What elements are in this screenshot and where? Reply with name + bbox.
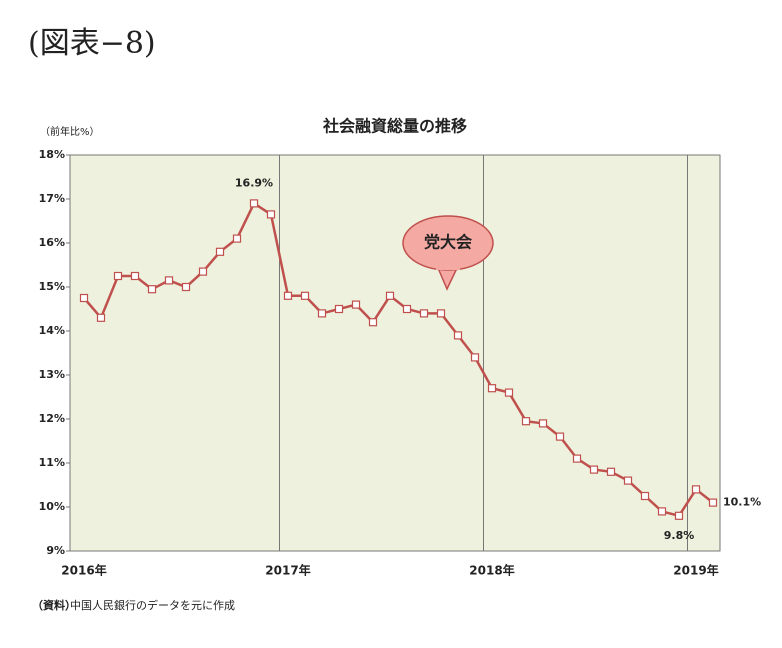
- y-tick-label: 12%: [39, 412, 65, 425]
- chart-title: 社会融資総量の推移: [322, 117, 467, 136]
- point-marker: [657, 507, 667, 516]
- source-text: 中国人民銀行のデータを元に作成: [70, 598, 235, 612]
- annotation-text: 党大会: [424, 233, 472, 252]
- point-marker: [266, 210, 276, 219]
- point-marker: [691, 485, 701, 494]
- y-tick-label: 14%: [39, 324, 65, 337]
- figure-heading: (図表−8): [28, 26, 156, 61]
- point-marker: [419, 309, 429, 318]
- point-marker: [334, 304, 344, 314]
- point-marker: [147, 285, 157, 294]
- x-tick-label: 2016年: [61, 563, 106, 578]
- point-marker: [521, 417, 531, 426]
- value-label: 16.9%: [235, 176, 273, 189]
- y-tick-label: 18%: [39, 148, 65, 161]
- x-tick-label: 2018年: [469, 563, 514, 578]
- point-marker: [487, 384, 497, 393]
- point-marker: [589, 465, 599, 474]
- y-tick-label: 11%: [39, 456, 65, 469]
- point-marker: [640, 491, 650, 501]
- y-tick-label: 17%: [39, 192, 65, 205]
- point-marker: [572, 454, 582, 463]
- source-label: （資料）: [32, 598, 76, 612]
- point-marker: [164, 276, 174, 285]
- y-tick-label: 13%: [39, 368, 65, 381]
- point-marker: [368, 318, 378, 327]
- point-marker: [283, 291, 293, 300]
- y-tick-label: 9%: [46, 544, 65, 557]
- y-axis-label: （前年比%）: [40, 125, 100, 138]
- point-marker: [504, 388, 514, 397]
- point-marker: [606, 467, 616, 476]
- point-marker: [181, 282, 191, 292]
- y-tick-label: 16%: [39, 236, 65, 249]
- point-marker: [538, 419, 548, 428]
- point-marker: [215, 247, 225, 256]
- point-marker: [623, 476, 633, 485]
- x-tick-label: 2017年: [265, 563, 310, 578]
- point-marker: [113, 271, 123, 281]
- point-marker: [351, 300, 361, 309]
- point-marker: [198, 267, 208, 276]
- x-tick-label: 2019年: [673, 563, 718, 578]
- point-marker: [402, 304, 412, 314]
- point-marker: [300, 291, 310, 300]
- point-marker: [232, 234, 242, 243]
- y-tick-label: 10%: [39, 500, 65, 513]
- point-marker: [96, 313, 106, 322]
- point-marker: [130, 271, 140, 281]
- point-marker: [385, 291, 395, 300]
- point-marker: [470, 353, 480, 362]
- point-marker: [317, 309, 327, 318]
- bubble-join: [436, 262, 460, 270]
- annotation-bubble: 党大会: [402, 215, 494, 291]
- point-marker: [555, 432, 565, 441]
- point-marker: [436, 309, 446, 318]
- point-marker: [249, 199, 259, 208]
- point-marker: [453, 331, 463, 340]
- point-marker: [708, 498, 718, 507]
- plot-area: [69, 154, 721, 552]
- value-label: 9.8%: [664, 529, 695, 542]
- point-marker: [674, 511, 684, 520]
- point-marker: [79, 293, 89, 303]
- y-tick-label: 15%: [39, 280, 65, 293]
- value-label: 10.1%: [723, 496, 761, 509]
